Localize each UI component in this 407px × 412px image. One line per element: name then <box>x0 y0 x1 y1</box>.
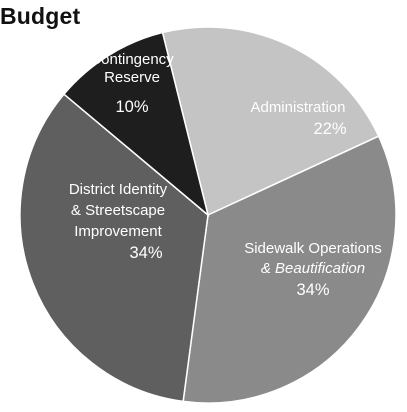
pie-labels: Administration 22% Sidewalk Operations & Be… <box>69 51 382 299</box>
slice-label: District Identity & Streetscape Improvemen… <box>69 181 168 240</box>
pie-slice <box>19 93 209 403</box>
chart-title: Budget <box>0 3 81 29</box>
slice-value-label: 22% <box>313 120 346 138</box>
pie-slice <box>182 135 397 404</box>
slice-value-label: 34% <box>296 281 329 299</box>
slice-value-label: 34% <box>129 244 162 262</box>
pie-slice <box>161 26 380 217</box>
slice-label: Sidewalk Operations & Beautification <box>244 240 382 277</box>
pie-slice <box>62 31 210 218</box>
slice-label: Contingency Reserve <box>90 51 174 86</box>
pie-slices <box>19 26 397 404</box>
slice-label: Administration <box>250 99 345 116</box>
slice-value-label: 10% <box>115 98 148 116</box>
